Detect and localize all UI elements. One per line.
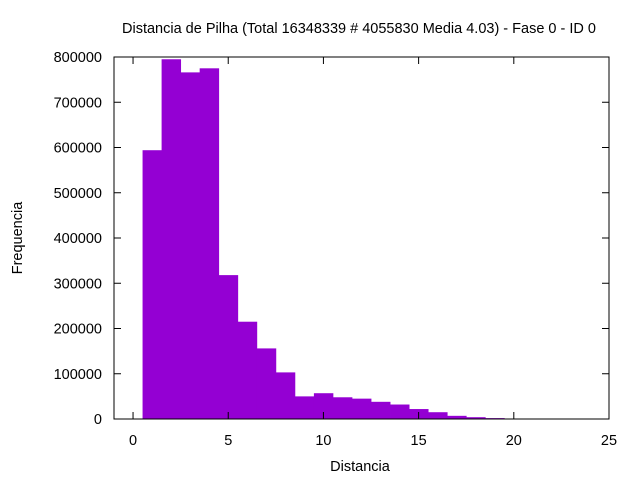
- histogram-bar-7: [256, 348, 277, 419]
- histogram-bar-17: [447, 415, 467, 419]
- y-tick-label-400000: 400000: [54, 231, 102, 247]
- x-tick-label-5: 5: [224, 433, 232, 449]
- histogram-bar-2: [161, 59, 182, 419]
- histogram-bar-16: [428, 412, 448, 419]
- bars-group: [142, 59, 524, 420]
- x-tick-label-10: 10: [315, 433, 331, 449]
- histogram-bar-12: [351, 398, 372, 419]
- x-tick-label-0: 0: [129, 433, 137, 449]
- x-tick-label-15: 15: [411, 433, 427, 449]
- histogram-bar-9: [294, 396, 315, 420]
- y-tick-label-300000: 300000: [54, 276, 102, 292]
- chart-title: Distancia de Pilha (Total 16348339 # 405…: [122, 21, 596, 37]
- histogram-bar-1: [142, 150, 162, 419]
- histogram-bar-3: [180, 72, 201, 419]
- histogram-bar-14: [390, 404, 410, 419]
- y-tick-label-500000: 500000: [54, 186, 102, 202]
- x-tick-label-25: 25: [601, 433, 617, 449]
- y-tick-label-700000: 700000: [54, 95, 102, 111]
- histogram-bar-6: [237, 321, 258, 419]
- histogram-bar-11: [332, 397, 353, 419]
- x-axis-label: Distancia: [330, 459, 391, 475]
- y-tick-label-800000: 800000: [54, 50, 102, 66]
- histogram-bar-5: [218, 275, 239, 419]
- y-tick-label-200000: 200000: [54, 322, 102, 338]
- histogram-bar-10: [313, 393, 334, 419]
- x-tick-label-20: 20: [506, 433, 522, 449]
- histogram-bar-18: [466, 417, 486, 419]
- axis-ticks: 0 5 10 15 20 25 0 100000 200000 300000 400000 50000…: [54, 50, 617, 449]
- y-tick-label-100000: 100000: [54, 367, 102, 383]
- y-axis-label: Frequencia: [10, 201, 26, 274]
- y-tick-label-0: 0: [94, 412, 102, 428]
- histogram-bar-8: [275, 372, 296, 419]
- histogram-bar-4: [199, 68, 220, 419]
- y-tick-label-600000: 600000: [54, 141, 102, 157]
- histogram-bar-13: [371, 401, 391, 419]
